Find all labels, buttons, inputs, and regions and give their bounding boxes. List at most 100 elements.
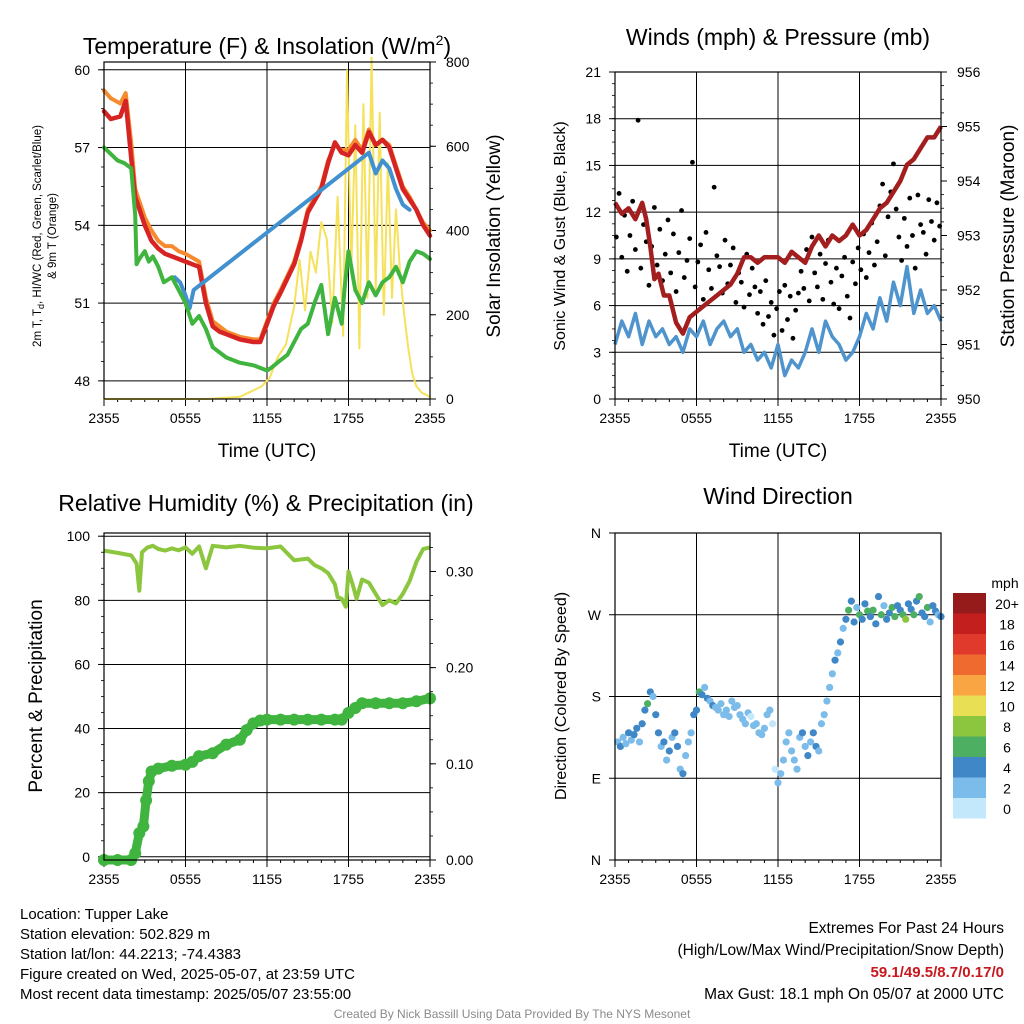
legend-swatch: [953, 634, 986, 655]
humidity-y-axis-title: Percent & Precipitation: [26, 599, 47, 792]
extremes-values: 59.1/49.5/8.7/0.17/0: [870, 964, 1004, 981]
station-latlon: Station lat/lon: 44.2213; -74.4383: [20, 946, 242, 963]
x-tick-label: 2355: [599, 871, 630, 887]
x-tick-label: 1755: [333, 410, 364, 426]
y-tick-label: 100: [67, 528, 91, 544]
direction-point: [766, 706, 774, 714]
direction-point: [771, 765, 779, 773]
gust-point: [915, 192, 921, 198]
direction-point: [885, 609, 893, 617]
direction-point: [616, 742, 625, 751]
precip-point: [142, 775, 155, 788]
y-tick-label: 0: [82, 849, 90, 865]
direction-point: [679, 770, 687, 778]
winds-pressure-panel: Winds (mph) & Pressure (mb) Time (UTC) S…: [552, 24, 1019, 462]
gust-point: [785, 317, 790, 322]
gust-point: [820, 296, 826, 302]
gust-point: [698, 242, 703, 248]
direction-point: [722, 706, 730, 714]
legend-label: 8: [1003, 719, 1011, 735]
gust-point: [709, 286, 714, 291]
direction-point: [665, 747, 673, 755]
x-tick-label: 2355: [414, 871, 445, 887]
direction-point: [820, 711, 828, 719]
precip-point: [193, 750, 206, 763]
precip-point: [165, 759, 178, 772]
wind-direction-panel-title: Wind Direction: [703, 483, 853, 509]
gust-point: [619, 254, 625, 260]
gust-point: [844, 293, 850, 299]
gust-point: [722, 237, 728, 243]
direction-point: [836, 638, 845, 646]
gust-point: [804, 247, 809, 252]
y-tick-label: S: [592, 689, 601, 705]
y-tick-label: 9: [593, 251, 601, 267]
precip-point: [220, 738, 233, 751]
x-tick-label: 2355: [88, 410, 119, 426]
direction-point: [910, 611, 918, 619]
direction-point: [872, 620, 880, 628]
y2-tick-label: 0.30: [446, 563, 473, 579]
gust-point: [616, 191, 622, 196]
gust-point: [823, 261, 828, 266]
series-station-pressure: [613, 125, 943, 336]
gust-point: [801, 286, 807, 291]
figure-created: Figure created on Wed, 2025-05-07, at 23…: [20, 966, 355, 983]
plot-frame: [614, 532, 942, 861]
gust-point: [741, 304, 747, 310]
gust-point: [855, 245, 861, 251]
gust-point: [730, 245, 736, 251]
x-tick-label: 1755: [844, 871, 875, 887]
direction-point: [877, 611, 885, 619]
legend-label: 2: [1003, 781, 1011, 797]
y-tick-label: 3: [593, 344, 601, 360]
direction-point: [660, 738, 668, 746]
direction-point: [782, 738, 790, 746]
gust-point: [899, 258, 905, 263]
pressure-y-axis-title: Station Pressure (Maroon): [998, 125, 1019, 348]
gust-point: [662, 251, 668, 257]
direction-point: [809, 729, 817, 737]
gust-point: [700, 296, 706, 302]
gust-point: [635, 117, 641, 123]
legend-label: 16: [999, 637, 1015, 653]
gust-point: [918, 222, 924, 228]
gust-point: [907, 195, 913, 201]
gust-point: [671, 231, 676, 237]
gust-point: [885, 214, 891, 220]
direction-point: [929, 602, 937, 610]
legend-label: 12: [999, 678, 1015, 694]
y2-tick-label: 800: [446, 54, 470, 70]
precip-point: [301, 713, 314, 726]
gust-point: [692, 284, 698, 290]
gust-point: [771, 332, 777, 338]
direction-point: [633, 724, 641, 732]
precip-point: [356, 697, 369, 710]
legend-swatch: [953, 716, 986, 737]
gust-point: [646, 282, 652, 288]
gust-point: [787, 293, 793, 299]
gust-point: [690, 159, 695, 165]
gust-point: [880, 181, 885, 187]
direction-point: [817, 720, 826, 728]
temperature-panel-title: Temperature (F) & Insolation (W/m2): [83, 32, 451, 59]
gust-point: [920, 229, 926, 235]
precip-point: [410, 695, 423, 708]
y-tick-label: 20: [74, 785, 90, 801]
direction-point: [902, 615, 910, 623]
wind-direction-y-axis-title: Direction (Colored By Speed): [553, 592, 570, 800]
y2-tick-label: 953: [957, 228, 981, 244]
gust-point: [782, 282, 788, 288]
direction-point: [907, 605, 915, 613]
direction-point: [793, 765, 801, 773]
direction-point: [921, 612, 929, 621]
gust-point: [733, 300, 739, 305]
gust-point: [714, 253, 720, 259]
gust-point: [766, 314, 771, 319]
legend-label: 18: [999, 617, 1015, 633]
y2-tick-label: 0.00: [446, 852, 473, 868]
direction-point: [747, 712, 755, 721]
station-location: Location: Tupper Lake: [20, 906, 169, 923]
gust-point: [651, 205, 657, 210]
gust-point: [934, 200, 940, 206]
